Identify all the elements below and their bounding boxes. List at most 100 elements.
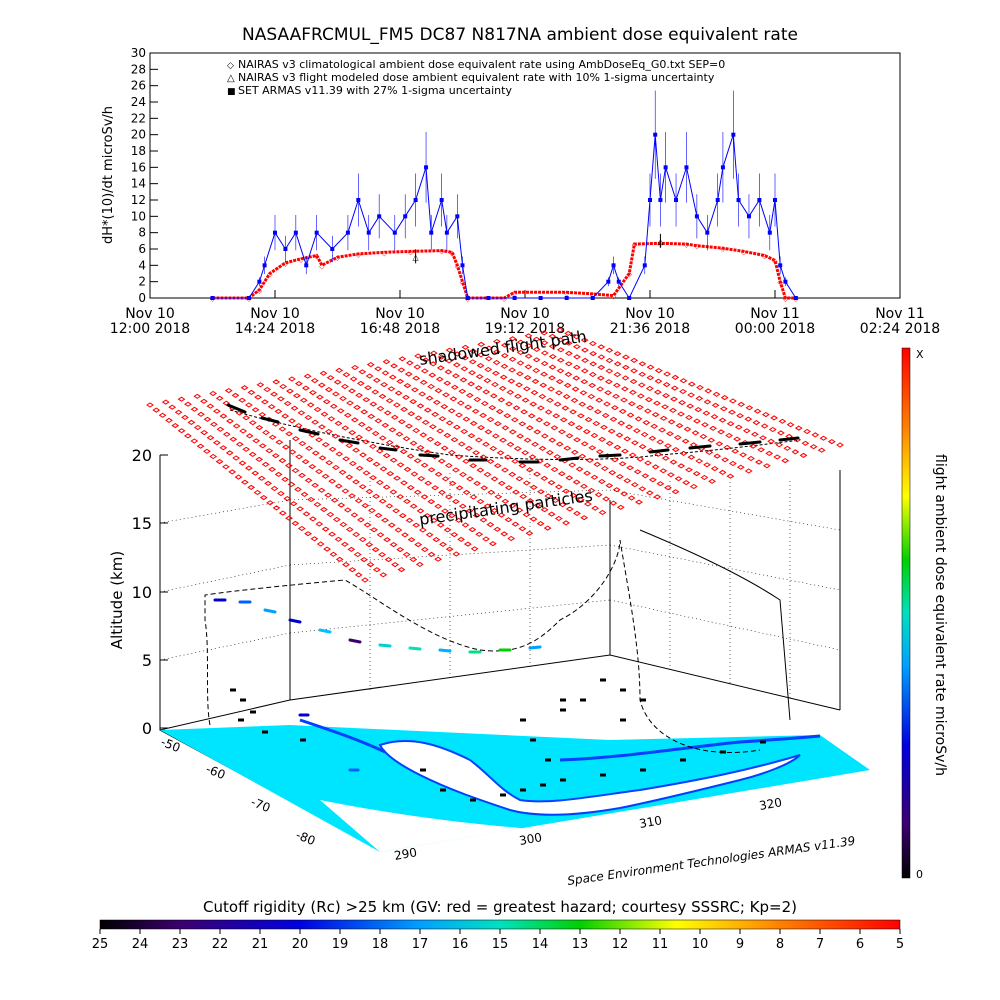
particle-cell [552, 413, 561, 419]
rigidity-tick-label: 21 [252, 937, 269, 952]
particle-cell [356, 380, 365, 387]
particle-cell [638, 486, 647, 492]
particle-cell [653, 389, 662, 395]
particle-cell [555, 378, 564, 385]
altitude-tick-label: 15 [132, 514, 152, 533]
altitude-tick-label: 5 [142, 651, 152, 670]
particle-cell [615, 473, 624, 480]
particle-cell [390, 363, 398, 369]
particle-cell [304, 477, 313, 484]
altitude-label: Altitude (km) [108, 551, 126, 649]
rigidity-tick-label: 23 [172, 937, 189, 952]
particle-cell [287, 481, 296, 488]
particle-cell [803, 428, 812, 435]
particle-cell [266, 500, 275, 506]
particle-cell [327, 416, 336, 422]
longitude-ticks: 290 300 310 320 [393, 795, 783, 863]
particle-cell [369, 401, 378, 407]
particle-cell [219, 445, 228, 451]
particle-cell [397, 566, 406, 573]
particle-cell [671, 374, 680, 381]
particle-cell [212, 440, 221, 446]
particle-cell [311, 450, 320, 456]
particle-cell [492, 338, 501, 345]
shadow-trace [226, 403, 800, 464]
particle-cell [459, 471, 467, 478]
particle-cell [410, 471, 419, 477]
particle-cell [330, 497, 339, 503]
particle-cell [628, 452, 637, 458]
particle-cell [677, 411, 685, 417]
particle-cell [721, 457, 730, 463]
particle-cell [281, 444, 290, 450]
particle-cell [420, 368, 429, 374]
particle-cell [540, 507, 549, 513]
particle-cell [270, 485, 279, 492]
particle-cell [450, 531, 459, 538]
particle-cell [457, 536, 466, 543]
particle-cell [483, 503, 492, 509]
particle-cell [595, 397, 604, 403]
particle-cell [416, 444, 425, 451]
particle-cell [259, 494, 268, 501]
particle-cell [443, 380, 452, 386]
particle-cell [565, 506, 574, 512]
particle-cell [258, 411, 267, 418]
particle-cell [626, 412, 635, 418]
particle-cell [564, 350, 573, 357]
particle-cell [323, 546, 332, 552]
particle-cell [512, 489, 520, 495]
particle-cell [505, 401, 513, 407]
particle-cell [339, 521, 348, 528]
particle-cell [439, 541, 447, 548]
particle-cell [472, 450, 481, 456]
particle-cell [361, 577, 369, 583]
particle-cell [340, 383, 349, 390]
particle-cell [270, 391, 279, 397]
particle-cell [190, 406, 199, 412]
particle-cell [238, 460, 247, 466]
particle-cell [608, 469, 617, 476]
particle-cell [554, 484, 563, 490]
particle-cell [268, 434, 277, 440]
particle-cell [550, 466, 559, 473]
particle-cell [618, 461, 627, 467]
particle-cell [607, 428, 616, 434]
particle-cell [319, 370, 328, 376]
particle-cell [405, 517, 414, 524]
particle-cell [632, 428, 641, 434]
particle-cell [349, 376, 358, 382]
particle-cell [289, 501, 298, 507]
particle-cell [569, 409, 578, 415]
particle-cell [630, 368, 638, 374]
particle-cell [508, 471, 517, 478]
particle-cell [177, 396, 186, 402]
particle-cell [476, 467, 485, 473]
particle-cell [436, 428, 445, 434]
nairas-clim-point: ◇ [382, 249, 388, 257]
particle-cell [404, 371, 413, 377]
particle-cell [440, 403, 449, 410]
particle-cell [593, 461, 602, 468]
particle-cell [251, 407, 260, 413]
particle-cell [504, 485, 513, 491]
particle-cell [480, 400, 489, 407]
particle-cell [489, 445, 498, 452]
particle-cell [580, 515, 589, 521]
particle-cell [400, 406, 409, 413]
particle-cell [276, 396, 285, 402]
particle-cell [532, 357, 541, 363]
particle-cell [524, 333, 533, 339]
armas-point [465, 296, 470, 300]
particle-cell [448, 480, 457, 487]
particle-cell [723, 444, 732, 451]
particle-cell [365, 373, 374, 379]
particle-cell [518, 421, 527, 427]
particle-cell [499, 374, 508, 380]
particle-cell [240, 479, 249, 485]
particle-cell [483, 377, 492, 384]
particle-cell [775, 442, 784, 448]
particle-cell [683, 426, 692, 432]
particle-cell [324, 428, 333, 435]
